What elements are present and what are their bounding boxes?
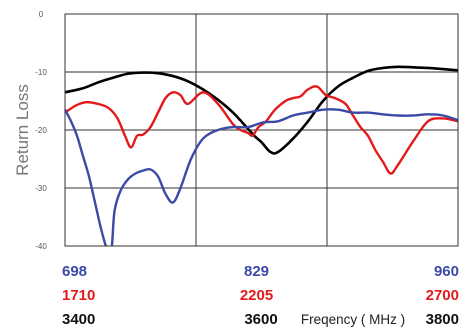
x-tick-label: 2205 (240, 287, 273, 304)
series-red-line (65, 85, 458, 175)
x-tick-label: 698 (62, 263, 87, 280)
y-tick-labels: 0 -10 -20 -30 -40 (35, 10, 47, 251)
x-tick-label: 3600 (244, 311, 277, 328)
series-layer (65, 65, 458, 246)
x-axis-label: Freqency ( MHz ) (301, 312, 405, 327)
y-tick-label: -40 (35, 242, 47, 251)
grid (65, 14, 458, 246)
y-tick-label: -10 (35, 68, 47, 77)
x-tick-label: 1710 (62, 287, 95, 304)
y-tick-label: -30 (35, 184, 47, 193)
x-tick-label: 3800 (426, 311, 459, 328)
x-tick-label: 829 (244, 263, 269, 280)
y-axis-label: Return Loss (13, 84, 32, 176)
y-tick-label: 0 (39, 10, 44, 19)
x-tick-label: 2700 (426, 287, 459, 304)
y-tick-label: -20 (35, 126, 47, 135)
x-tick-labels: 698 829 960 1710 2205 2700 3400 3600 3800 (62, 263, 459, 328)
series-blue-line (65, 108, 458, 246)
plot-frame (64, 13, 459, 247)
x-tick-label: 960 (434, 263, 459, 280)
series-black-line (65, 65, 458, 155)
x-tick-label: 3400 (62, 311, 95, 328)
